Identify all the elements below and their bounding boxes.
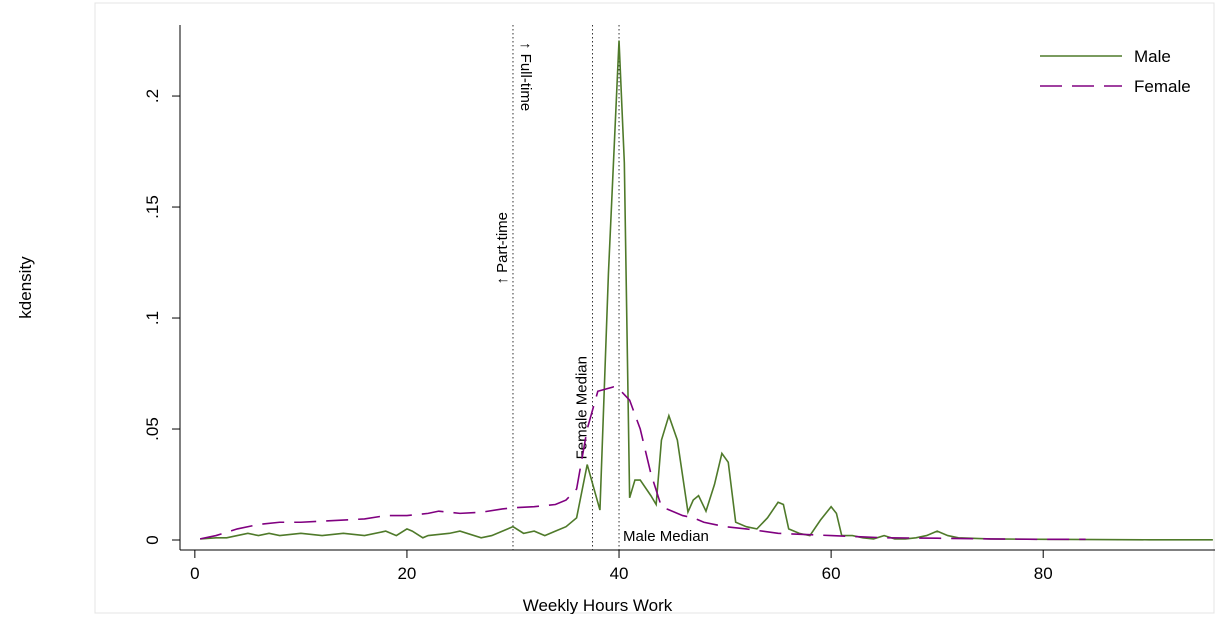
x-tick-label: 60: [822, 564, 841, 583]
y-tick-label: .1: [143, 311, 162, 325]
y-tick-label: .2: [143, 89, 162, 103]
annotation: Male Median: [623, 528, 709, 545]
y-tick-label: 0: [143, 535, 162, 544]
y-tick-label: .15: [143, 195, 162, 219]
y-axis-label: kdensity: [16, 256, 35, 319]
legend-label: Male: [1134, 47, 1171, 66]
x-tick-label: 80: [1034, 564, 1053, 583]
frame: [94, 2, 1215, 614]
x-tick-label: 40: [610, 564, 629, 583]
x-axis-label: Weekly Hours Work: [523, 596, 673, 614]
annotation: ↑ Full-time: [517, 42, 534, 111]
annotation: ↑ Part-time: [494, 212, 511, 285]
annotation: Female Median: [574, 356, 591, 459]
series-line: [199, 385, 1086, 541]
x-tick-label: 20: [397, 564, 416, 583]
legend-label: Female: [1134, 77, 1191, 96]
series-line: [200, 40, 1213, 541]
x-tick-label: 0: [190, 564, 199, 583]
y-tick-label: .05: [143, 417, 162, 441]
